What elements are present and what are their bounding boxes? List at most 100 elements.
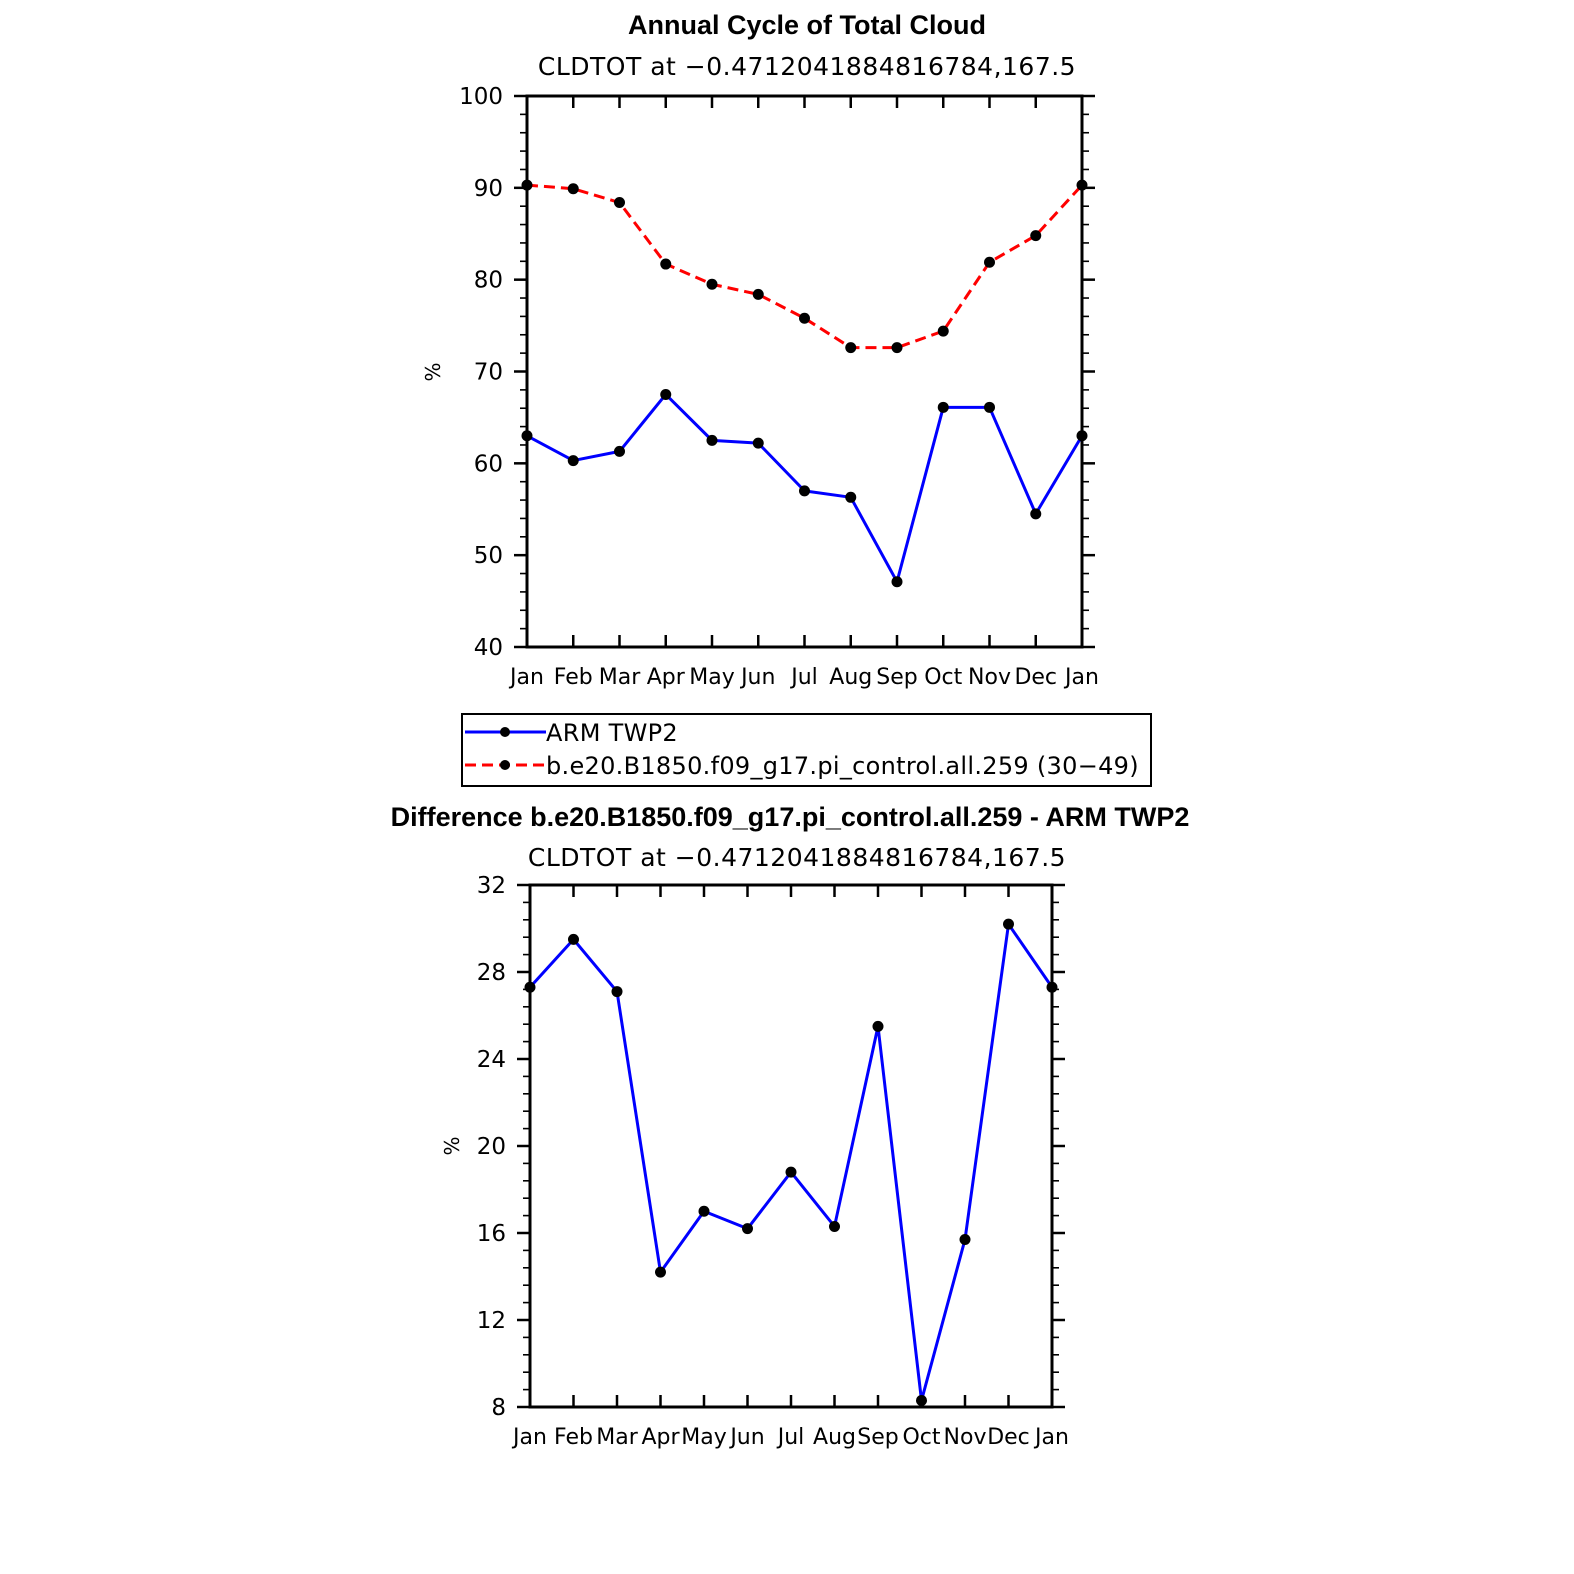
- y-tick-label: 28: [477, 960, 506, 986]
- legend-entry-model: b.e20.B1850.f09_g17.pi_control.all.259 (…: [465, 752, 1139, 780]
- x-tick-label: Jan: [1063, 665, 1099, 690]
- chart-subtitle: CLDTOT at −0.4712041884816784,167.5: [528, 843, 1066, 872]
- y-axis-label: %: [440, 1136, 464, 1155]
- x-tick-labels: Jan Feb Mar Apr May Jun Jul Aug Sep Oct Nov Dec Jan: [508, 665, 1099, 690]
- x-tick-label: May: [681, 1425, 726, 1450]
- chart-title: Annual Cycle of Total Cloud: [628, 10, 986, 40]
- x-tick-label: Jan: [511, 1425, 547, 1450]
- data-point: [845, 491, 857, 503]
- data-point: [742, 1223, 753, 1235]
- x-tick-label: Jan: [1033, 1425, 1069, 1450]
- data-point: [706, 434, 718, 446]
- data-point: [984, 256, 995, 268]
- chart-subtitle: CLDTOT at −0.4712041884816784,167.5: [538, 52, 1076, 81]
- data-point: [916, 1394, 927, 1406]
- y-tick-label: 90: [474, 176, 503, 202]
- data-point: [752, 437, 764, 449]
- x-tick-label: Mar: [596, 1425, 638, 1450]
- y-tick-label: 50: [474, 543, 503, 569]
- y-tick-label: 12: [477, 1308, 506, 1334]
- data-point: [698, 1205, 710, 1217]
- x-tick-label: Mar: [599, 665, 641, 690]
- y-tick-label: 100: [459, 84, 503, 110]
- data-point: [1046, 981, 1058, 993]
- data-point: [785, 1166, 797, 1178]
- data-point: [567, 455, 579, 467]
- y-tick-labels: 40 50 60 70 80 90 100: [459, 84, 503, 661]
- data-point: [1030, 230, 1042, 242]
- legend-label-model: b.e20.B1850.f09_g17.pi_control.all.259 (…: [546, 752, 1139, 780]
- data-point: [959, 1234, 971, 1246]
- data-point: [891, 576, 903, 588]
- annual-cycle-panel: Annual Cycle of Total Cloud CLDTOT at −0…: [421, 10, 1152, 787]
- data-point: [614, 197, 625, 209]
- x-tick-label: Sep: [876, 665, 917, 690]
- y-tick-label: 32: [477, 873, 506, 899]
- data-point: [614, 445, 625, 457]
- legend-entry-arm: ARM TWP2: [465, 719, 678, 747]
- y-tick-labels: 8 12 16 20 24 28 32: [477, 873, 506, 1421]
- difference-panel: Difference b.e20.B1850.f09_g17.pi_contro…: [391, 802, 1190, 1450]
- y-tick-label: 16: [477, 1221, 506, 1247]
- data-point: [568, 933, 579, 945]
- legend-marker-model: [500, 760, 510, 770]
- data-point: [799, 312, 810, 324]
- x-tick-label: May: [689, 665, 734, 690]
- x-tick-label: Dec: [1014, 665, 1057, 690]
- data-point: [984, 401, 995, 413]
- chart-title: Difference b.e20.B1850.f09_g17.pi_contro…: [391, 802, 1190, 832]
- x-tick-label: Jan: [508, 665, 544, 690]
- x-tick-label: Dec: [987, 1425, 1030, 1450]
- plot-frame: [528, 883, 1054, 1409]
- y-tick-label: 40: [474, 635, 503, 661]
- tick-marks: [514, 94, 1095, 649]
- data-point: [1030, 508, 1042, 520]
- x-tick-labels: Jan Feb Mar Apr May Jun Jul Aug Sep Oct Nov Dec Jan: [511, 1425, 1069, 1450]
- x-tick-label: Jun: [728, 1425, 764, 1450]
- series-line: [528, 922, 1054, 1402]
- data-point: [752, 288, 764, 300]
- legend-marker-arm: [500, 727, 510, 737]
- legend: ARM TWP2 b.e20.B1850.f09_g17.pi_control.…: [461, 713, 1152, 787]
- legend-label-arm: ARM TWP2: [546, 719, 678, 747]
- x-tick-label: Feb: [554, 665, 593, 690]
- y-tick-label: 70: [474, 360, 503, 386]
- tick-marks: [517, 883, 1065, 1409]
- data-point: [706, 278, 718, 290]
- data-point: [937, 401, 949, 413]
- data-point: [524, 981, 536, 993]
- legend-box: [461, 713, 1152, 787]
- x-tick-label: Oct: [902, 1425, 940, 1450]
- data-point: [829, 1220, 840, 1232]
- data-point: [1003, 918, 1014, 930]
- y-tick-label: 8: [491, 1395, 506, 1421]
- series-group: [521, 179, 1088, 588]
- data-point: [891, 342, 903, 354]
- x-tick-label: Jul: [789, 665, 818, 690]
- x-tick-label: Oct: [924, 665, 962, 690]
- y-axis-label: %: [421, 362, 445, 381]
- series-group: [524, 918, 1058, 1406]
- y-tick-label: 20: [477, 1134, 506, 1160]
- data-point: [1076, 430, 1088, 442]
- x-tick-label: Apr: [647, 665, 686, 690]
- y-tick-label: 24: [477, 1047, 506, 1073]
- data-point: [521, 430, 533, 442]
- x-tick-label: Jul: [776, 1425, 805, 1450]
- data-point: [567, 183, 579, 195]
- x-tick-label: Apr: [641, 1425, 680, 1450]
- plot-frame: [525, 94, 1084, 649]
- x-tick-label: Jun: [739, 665, 775, 690]
- y-tick-label: 80: [474, 268, 503, 294]
- data-point: [799, 485, 810, 497]
- data-point: [611, 986, 623, 998]
- data-point: [1076, 179, 1088, 191]
- x-tick-label: Aug: [829, 665, 872, 690]
- data-point: [845, 342, 857, 354]
- data-point: [521, 179, 533, 191]
- data-point: [872, 1020, 884, 1032]
- data-point: [660, 258, 672, 270]
- x-tick-label: Feb: [554, 1425, 593, 1450]
- y-tick-label: 60: [474, 451, 503, 477]
